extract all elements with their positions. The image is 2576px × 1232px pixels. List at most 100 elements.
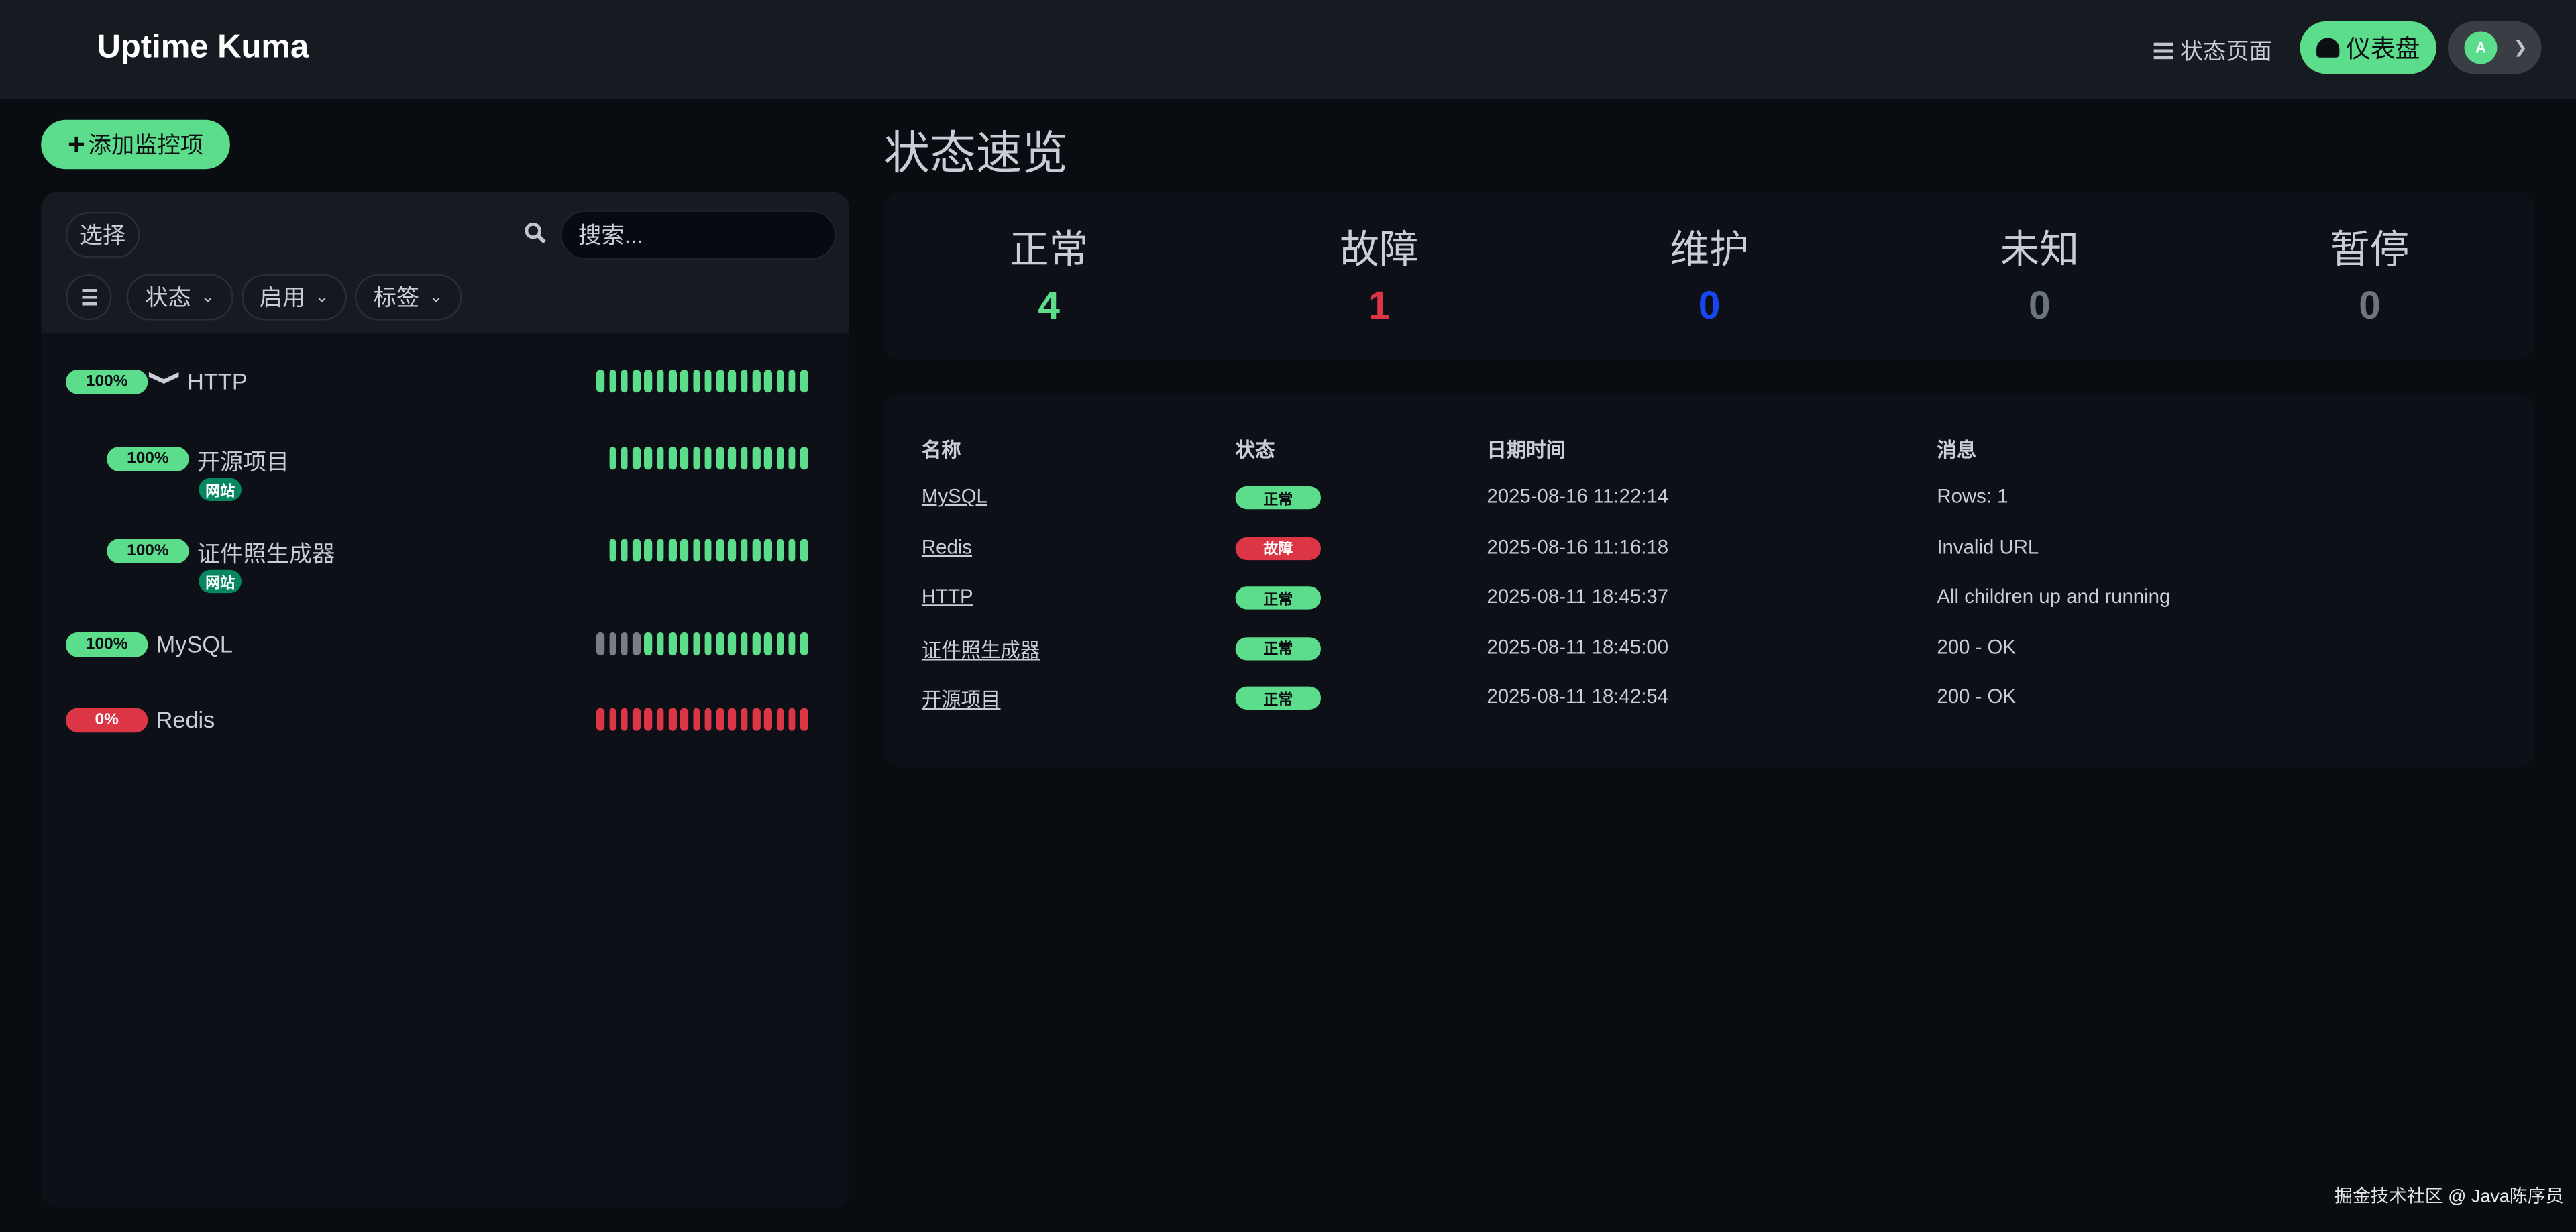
heartbeat-beat[interactable] (716, 708, 724, 731)
heartbeat-beat[interactable] (752, 708, 760, 731)
search-input[interactable] (560, 210, 837, 260)
heartbeat-beat[interactable] (692, 370, 700, 393)
monitor-link[interactable]: HTTP (921, 584, 973, 608)
heartbeat-beat[interactable] (740, 447, 748, 470)
heartbeat-beat[interactable] (740, 632, 748, 656)
heartbeat-beat[interactable] (633, 708, 641, 731)
heartbeat-beat[interactable] (788, 370, 796, 393)
dashboard-button[interactable]: 仪表盘 (2300, 21, 2436, 74)
heartbeat-beat[interactable] (668, 539, 676, 562)
monitor-link[interactable]: 开源项目 (921, 688, 1001, 712)
heartbeat-beat[interactable] (716, 370, 724, 393)
heartbeat-beat[interactable] (776, 632, 784, 656)
heartbeat-beat[interactable] (633, 370, 641, 393)
heartbeat-beat[interactable] (645, 632, 653, 656)
heartbeat-beat[interactable] (764, 632, 772, 656)
heartbeat-beat[interactable] (692, 447, 700, 470)
heartbeat-beat[interactable] (752, 447, 760, 470)
heartbeat-beat[interactable] (621, 632, 629, 656)
heartbeat-beat[interactable] (680, 632, 688, 656)
heartbeat-beat[interactable] (692, 539, 700, 562)
heartbeat-beat[interactable] (728, 632, 737, 656)
brand-logo[interactable]: Uptime Kuma (97, 30, 309, 66)
heartbeat-beat[interactable] (740, 539, 748, 562)
status-page-link[interactable]: 状态页面 (2153, 34, 2272, 67)
heartbeat-beat[interactable] (656, 370, 665, 393)
heartbeat-beat[interactable] (704, 370, 712, 393)
chevron-down-icon[interactable]: ❯ (149, 368, 184, 387)
heartbeat-beat[interactable] (740, 370, 748, 393)
heartbeat-beat[interactable] (764, 539, 772, 562)
heartbeat-beat[interactable] (704, 632, 712, 656)
heartbeat-beat[interactable] (788, 708, 796, 731)
heartbeat-beat[interactable] (668, 370, 676, 393)
heartbeat-beat[interactable] (633, 539, 641, 562)
heartbeat-beat[interactable] (596, 370, 604, 393)
heartbeat-beat[interactable] (596, 708, 604, 731)
heartbeat-beat[interactable] (764, 447, 772, 470)
heartbeat-beat[interactable] (752, 632, 760, 656)
heartbeat-beat[interactable] (608, 708, 616, 731)
heartbeat-beat[interactable] (704, 539, 712, 562)
heartbeat-beat[interactable] (728, 708, 737, 731)
monitor-link[interactable]: MySQL (921, 484, 987, 508)
heartbeat-beat[interactable] (704, 708, 712, 731)
heartbeat-beat[interactable] (608, 539, 616, 562)
heartbeat-beat[interactable] (776, 539, 784, 562)
heartbeat-beat[interactable] (716, 447, 724, 470)
monitor-link[interactable]: 证件照生成器 (921, 638, 1040, 661)
heartbeat-beat[interactable] (764, 370, 772, 393)
heartbeat-beat[interactable] (608, 370, 616, 393)
heartbeat-beat[interactable] (668, 632, 676, 656)
heartbeat-beat[interactable] (728, 370, 737, 393)
heartbeat-beat[interactable] (704, 447, 712, 470)
heartbeat-beat[interactable] (716, 632, 724, 656)
heartbeat-beat[interactable] (800, 370, 808, 393)
heartbeat-beat[interactable] (645, 708, 653, 731)
heartbeat-beat[interactable] (621, 708, 629, 731)
filter-tags-dropdown[interactable]: 标签 ⌄ (354, 274, 462, 321)
heartbeat-beat[interactable] (656, 539, 665, 562)
heartbeat-beat[interactable] (728, 539, 737, 562)
heartbeat-beat[interactable] (776, 708, 784, 731)
heartbeat-beat[interactable] (776, 370, 784, 393)
heartbeat-beat[interactable] (752, 370, 760, 393)
select-button[interactable]: 选择 (65, 211, 140, 258)
heartbeat-beat[interactable] (800, 447, 808, 470)
heartbeat-beat[interactable] (764, 708, 772, 731)
user-menu-button[interactable]: A ❯ (2448, 21, 2542, 74)
add-monitor-button[interactable]: + 添加监控项 (41, 119, 230, 170)
heartbeat-beat[interactable] (692, 708, 700, 731)
heartbeat-beat[interactable] (692, 632, 700, 656)
heartbeat-beat[interactable] (596, 632, 604, 656)
heartbeat-beat[interactable] (668, 708, 676, 731)
heartbeat-beat[interactable] (776, 447, 784, 470)
heartbeat-beat[interactable] (740, 708, 748, 731)
heartbeat-beat[interactable] (680, 370, 688, 393)
heartbeat-beat[interactable] (608, 447, 616, 470)
heartbeat-beat[interactable] (621, 370, 629, 393)
heartbeat-beat[interactable] (800, 708, 808, 731)
heartbeat-beat[interactable] (716, 539, 724, 562)
heartbeat-beat[interactable] (608, 632, 616, 656)
filter-toggle-button[interactable] (65, 274, 112, 321)
heartbeat-beat[interactable] (680, 708, 688, 731)
heartbeat-beat[interactable] (645, 447, 653, 470)
heartbeat-beat[interactable] (633, 632, 641, 656)
filter-status-dropdown[interactable]: 状态 ⌄ (126, 274, 233, 321)
heartbeat-beat[interactable] (800, 632, 808, 656)
heartbeat-beat[interactable] (645, 370, 653, 393)
heartbeat-beat[interactable] (728, 447, 737, 470)
heartbeat-beat[interactable] (752, 539, 760, 562)
heartbeat-beat[interactable] (788, 447, 796, 470)
monitor-link[interactable]: Redis (921, 535, 973, 558)
heartbeat-beat[interactable] (680, 539, 688, 562)
heartbeat-beat[interactable] (621, 447, 629, 470)
heartbeat-beat[interactable] (633, 447, 641, 470)
heartbeat-beat[interactable] (621, 539, 629, 562)
heartbeat-beat[interactable] (668, 447, 676, 470)
heartbeat-beat[interactable] (656, 447, 665, 470)
heartbeat-beat[interactable] (788, 539, 796, 562)
heartbeat-beat[interactable] (656, 632, 665, 656)
heartbeat-beat[interactable] (800, 539, 808, 562)
